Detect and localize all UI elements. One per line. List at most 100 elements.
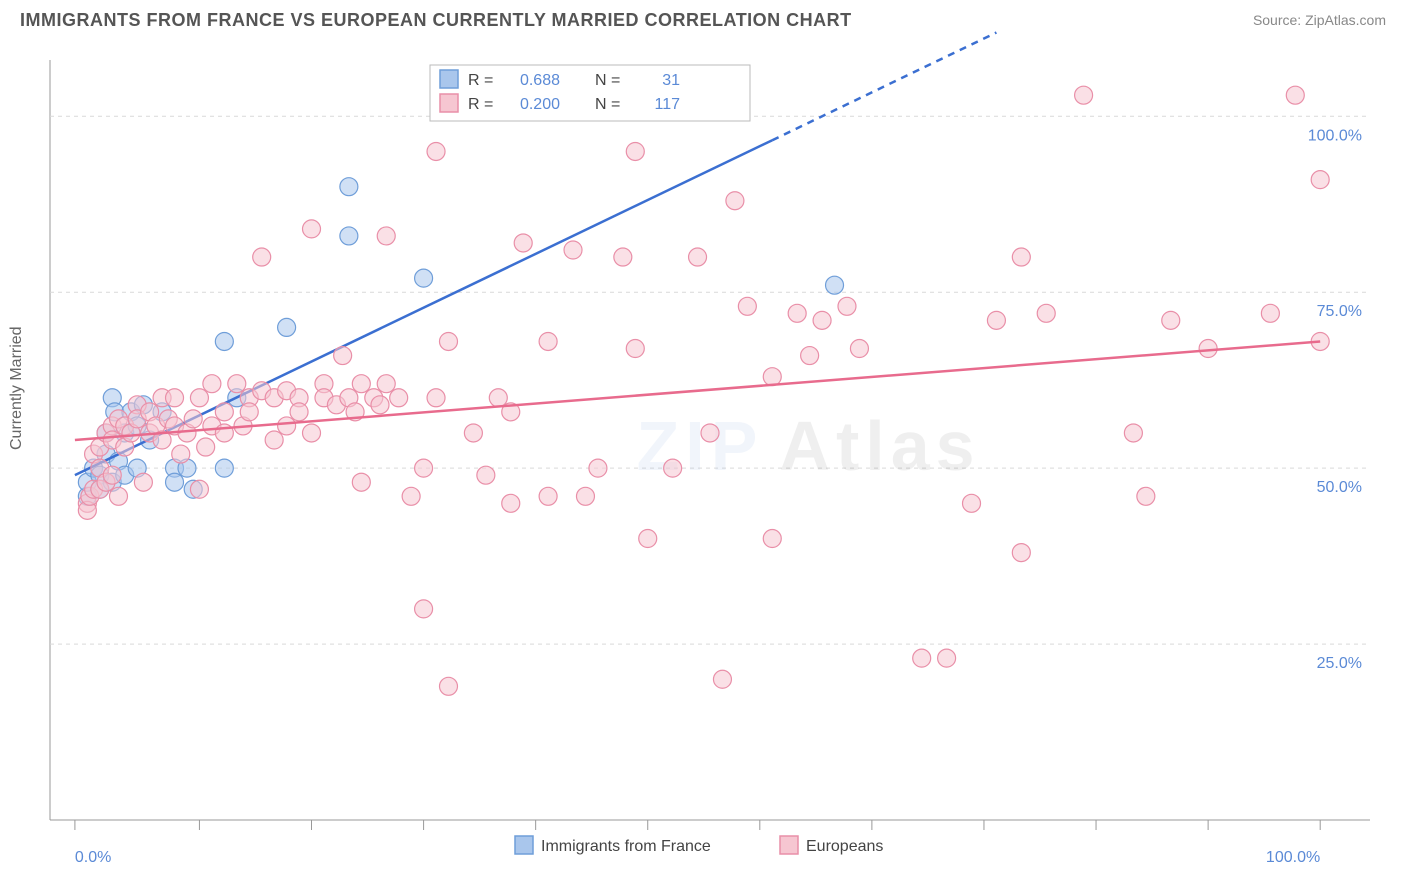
data-point xyxy=(763,368,781,386)
svg-text:117: 117 xyxy=(654,96,680,113)
data-point xyxy=(987,311,1005,329)
data-point xyxy=(377,375,395,393)
legend-label: Europeans xyxy=(806,838,883,855)
data-point xyxy=(689,248,707,266)
data-point xyxy=(701,424,719,442)
data-point xyxy=(415,269,433,287)
data-point xyxy=(838,297,856,315)
data-point xyxy=(427,142,445,160)
data-point xyxy=(1012,248,1030,266)
data-point xyxy=(639,530,657,548)
data-point xyxy=(738,297,756,315)
data-point xyxy=(539,487,557,505)
data-point xyxy=(415,459,433,477)
data-point xyxy=(539,332,557,350)
data-point xyxy=(228,375,246,393)
data-point xyxy=(197,438,215,456)
data-point xyxy=(134,473,152,491)
legend-label: Immigrants from France xyxy=(541,838,711,855)
data-point xyxy=(109,487,127,505)
svg-text:Atlas: Atlas xyxy=(779,407,980,485)
data-point xyxy=(489,389,507,407)
data-point xyxy=(713,670,731,688)
data-point xyxy=(340,227,358,245)
svg-text:50.0%: 50.0% xyxy=(1317,479,1362,496)
svg-text:0.688: 0.688 xyxy=(520,72,560,89)
data-point xyxy=(726,192,744,210)
data-point xyxy=(265,431,283,449)
data-point xyxy=(303,424,321,442)
data-point xyxy=(564,241,582,259)
data-point xyxy=(614,248,632,266)
data-point xyxy=(190,480,208,498)
data-point xyxy=(290,403,308,421)
svg-text:100.0%: 100.0% xyxy=(1266,849,1320,866)
data-point xyxy=(415,600,433,618)
data-point xyxy=(589,459,607,477)
data-point xyxy=(464,424,482,442)
data-point xyxy=(788,304,806,322)
legend-swatch xyxy=(440,70,458,88)
svg-text:N =: N = xyxy=(595,72,620,89)
data-point xyxy=(215,332,233,350)
data-point xyxy=(1075,86,1093,104)
svg-text:0.0%: 0.0% xyxy=(75,849,111,866)
data-point xyxy=(1261,304,1279,322)
data-point xyxy=(352,375,370,393)
data-point xyxy=(184,410,202,428)
svg-text:31: 31 xyxy=(662,72,680,89)
svg-text:N =: N = xyxy=(595,96,620,113)
data-point xyxy=(278,318,296,336)
data-point xyxy=(303,220,321,238)
data-point xyxy=(377,227,395,245)
data-point xyxy=(402,487,420,505)
data-point xyxy=(514,234,532,252)
svg-text:ZIP: ZIP xyxy=(637,407,764,485)
data-point xyxy=(240,403,258,421)
data-point xyxy=(913,649,931,667)
data-point xyxy=(371,396,389,414)
data-point xyxy=(390,389,408,407)
scatter-chart: 25.0% 50.0% 75.0% 100.0% 0.0% 100.0% ZIPAtlas R… xyxy=(0,0,1406,892)
legend-swatch xyxy=(440,94,458,112)
data-point xyxy=(664,459,682,477)
data-point xyxy=(1037,304,1055,322)
svg-text:25.0%: 25.0% xyxy=(1317,655,1362,672)
svg-text:R =: R = xyxy=(468,96,493,113)
data-point xyxy=(103,466,121,484)
data-point xyxy=(166,389,184,407)
svg-text:R =: R = xyxy=(468,72,493,89)
data-point xyxy=(576,487,594,505)
data-point xyxy=(203,375,221,393)
data-point xyxy=(626,340,644,358)
data-point xyxy=(1162,311,1180,329)
svg-text:100.0%: 100.0% xyxy=(1308,127,1362,144)
data-point xyxy=(826,276,844,294)
data-point xyxy=(938,649,956,667)
data-point xyxy=(1311,171,1329,189)
data-point xyxy=(340,178,358,196)
data-point xyxy=(813,311,831,329)
data-point xyxy=(439,332,457,350)
data-point xyxy=(215,403,233,421)
data-point xyxy=(1137,487,1155,505)
data-point xyxy=(1286,86,1304,104)
data-point xyxy=(215,459,233,477)
legend-swatch xyxy=(515,836,533,854)
data-point xyxy=(1012,544,1030,562)
svg-text:75.0%: 75.0% xyxy=(1317,303,1362,320)
data-point xyxy=(850,340,868,358)
data-point xyxy=(502,494,520,512)
svg-text:0.200: 0.200 xyxy=(520,96,560,113)
data-point xyxy=(253,248,271,266)
data-point xyxy=(1199,340,1217,358)
trend-line-dashed xyxy=(772,33,996,141)
data-point xyxy=(763,530,781,548)
data-point xyxy=(477,466,495,484)
data-point xyxy=(626,142,644,160)
data-point xyxy=(1124,424,1142,442)
data-point xyxy=(427,389,445,407)
data-point xyxy=(439,677,457,695)
data-point xyxy=(278,417,296,435)
data-point xyxy=(352,473,370,491)
